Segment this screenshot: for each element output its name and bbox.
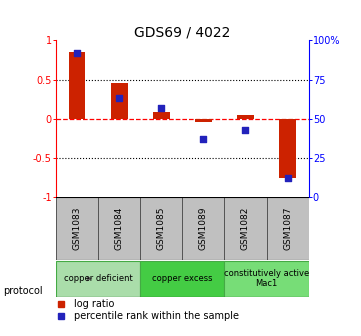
Text: GSM1082: GSM1082	[241, 207, 250, 250]
Bar	[237, 115, 254, 119]
Bar	[279, 119, 296, 177]
Point	[285, 176, 291, 181]
Point	[116, 96, 122, 101]
Bar	[225, 197, 266, 260]
Bar	[195, 119, 212, 122]
Bar	[182, 197, 225, 260]
Point	[74, 50, 80, 55]
Bar	[140, 261, 225, 297]
Text: percentile rank within the sample: percentile rank within the sample	[74, 311, 239, 321]
Bar	[56, 197, 98, 260]
Bar	[111, 83, 127, 119]
Text: copper excess: copper excess	[152, 274, 213, 283]
Text: GSM1083: GSM1083	[73, 207, 82, 250]
Bar	[266, 197, 309, 260]
Text: copper deficient: copper deficient	[64, 274, 132, 283]
Point	[158, 105, 164, 111]
Text: log ratio: log ratio	[74, 299, 114, 309]
Point	[243, 127, 248, 132]
Bar	[98, 197, 140, 260]
Title: GDS69 / 4022: GDS69 / 4022	[134, 25, 230, 39]
Bar	[56, 261, 140, 297]
Text: GSM1085: GSM1085	[157, 207, 166, 250]
Text: GSM1084: GSM1084	[115, 207, 123, 250]
Bar	[153, 113, 170, 119]
Text: protocol: protocol	[4, 286, 43, 296]
Bar	[69, 52, 86, 119]
Text: constitutively active
Mac1: constitutively active Mac1	[224, 269, 309, 288]
Bar	[140, 197, 182, 260]
Text: GSM1087: GSM1087	[283, 207, 292, 250]
Bar	[225, 261, 309, 297]
Text: GSM1089: GSM1089	[199, 207, 208, 250]
Point	[200, 136, 206, 142]
